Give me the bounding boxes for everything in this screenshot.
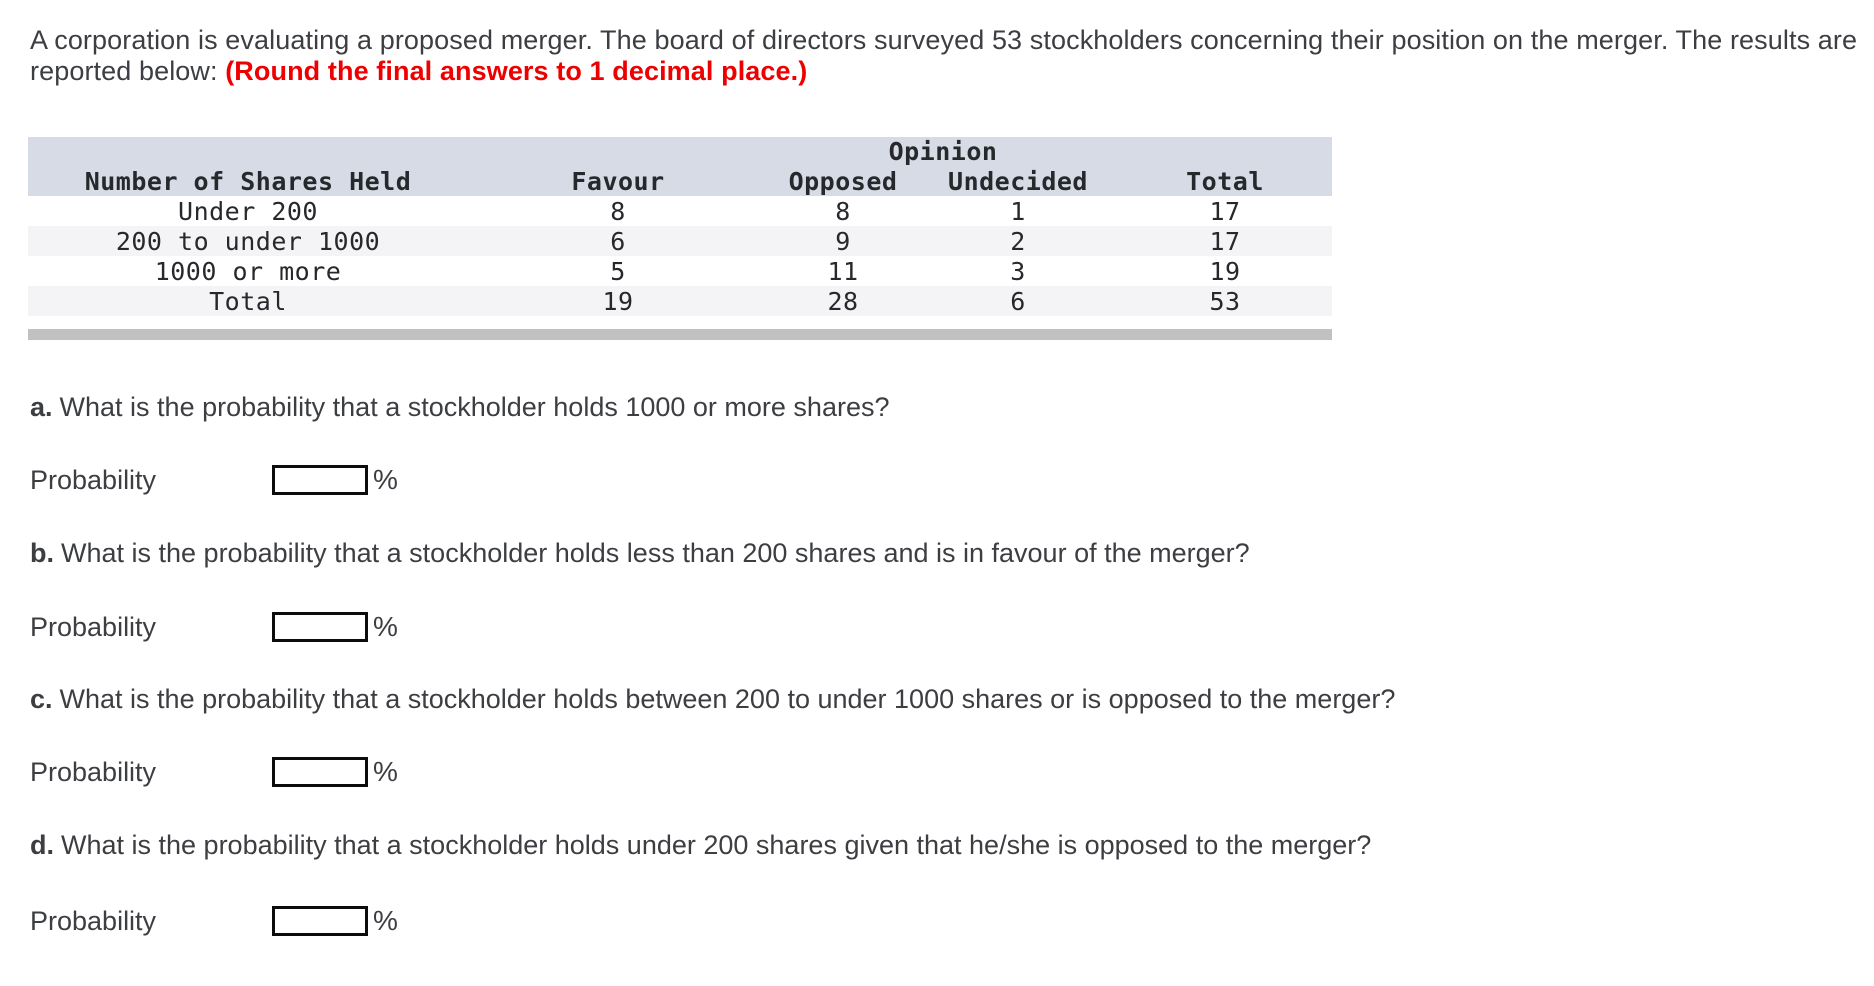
question-text: What is the probability that a stockhold…: [61, 830, 1372, 860]
percent-sign: %: [373, 905, 398, 936]
question-letter: c.: [30, 684, 53, 714]
question-text: What is the probability that a stockhold…: [61, 538, 1250, 568]
horizontal-scrollbar[interactable]: [28, 329, 1332, 340]
table-row-200-to-1000: 200 to under 1000 6 9 2 17: [28, 226, 1333, 256]
cell-undecided: 6: [918, 286, 1119, 316]
cell-undecided: 2: [918, 226, 1119, 256]
col-header-total: Total: [1118, 166, 1333, 196]
percent-sign: %: [373, 611, 398, 642]
cell-total: 17: [1118, 226, 1333, 256]
answer-row-b: Probability %: [30, 611, 398, 643]
table-row-under-200: Under 200 8 8 1 17: [28, 196, 1333, 226]
question-letter: b.: [30, 538, 54, 568]
table-header: Opinion Number of Shares Held Favour Opp…: [28, 137, 1333, 196]
probability-input-c[interactable]: [272, 757, 368, 787]
cell-opposed: 28: [768, 286, 918, 316]
probability-label: Probability: [30, 905, 157, 936]
header-spacer: [28, 137, 768, 166]
col-header-shares: Number of Shares Held: [28, 166, 468, 196]
problem-statement: A corporation is evaluating a proposed m…: [30, 25, 1858, 87]
probability-input-d[interactable]: [272, 906, 368, 936]
cell-opposed: 11: [768, 256, 918, 286]
row-label: 200 to under 1000: [28, 226, 468, 256]
probability-label: Probability: [30, 756, 157, 787]
question-text: What is the probability that a stockhold…: [59, 392, 890, 422]
results-table: Opinion Number of Shares Held Favour Opp…: [28, 137, 1333, 316]
answer-row-a: Probability %: [30, 464, 398, 496]
cell-opposed: 9: [768, 226, 918, 256]
cell-favour: 6: [468, 226, 768, 256]
question-b: b. What is the probability that a stockho…: [30, 538, 1840, 569]
cell-undecided: 1: [918, 196, 1119, 226]
cell-favour: 5: [468, 256, 768, 286]
percent-sign: %: [373, 464, 398, 495]
cell-favour: 8: [468, 196, 768, 226]
percent-sign: %: [373, 756, 398, 787]
col-header-undecided: Undecided: [918, 166, 1119, 196]
table-row-total: Total 19 28 6 53: [28, 286, 1333, 316]
row-label: 1000 or more: [28, 256, 468, 286]
question-a: a. What is the probability that a stockho…: [30, 392, 1840, 423]
cell-opposed: 8: [768, 196, 918, 226]
question-letter: a.: [30, 392, 53, 422]
row-label: Under 200: [28, 196, 468, 226]
question-d: d. What is the probability that a stockho…: [30, 830, 1840, 861]
answer-row-c: Probability %: [30, 756, 398, 788]
col-header-opposed: Opposed: [768, 166, 918, 196]
probability-input-a[interactable]: [272, 465, 368, 495]
answer-row-d: Probability %: [30, 905, 398, 937]
cell-total: 17: [1118, 196, 1333, 226]
question-text: What is the probability that a stockhold…: [59, 684, 1396, 714]
cell-total: 53: [1118, 286, 1333, 316]
opinion-header-row: Opinion: [28, 137, 1333, 166]
row-label: Total: [28, 286, 468, 316]
problem-statement-text: A corporation is evaluating a proposed m…: [30, 25, 1858, 86]
question-letter: d.: [30, 830, 54, 860]
header-spacer: [1118, 137, 1333, 166]
cell-total: 19: [1118, 256, 1333, 286]
rounding-instruction: (Round the final answers to 1 decimal pl…: [225, 56, 808, 86]
question-c: c. What is the probability that a stockho…: [30, 684, 1840, 715]
col-header-favour: Favour: [468, 166, 768, 196]
probability-label: Probability: [30, 464, 157, 495]
cell-undecided: 3: [918, 256, 1119, 286]
probability-label: Probability: [30, 611, 157, 642]
probability-input-b[interactable]: [272, 612, 368, 642]
opinion-header: Opinion: [768, 137, 1119, 166]
column-header-row: Number of Shares Held Favour Opposed Und…: [28, 166, 1333, 196]
table-row-1000-or-more: 1000 or more 5 11 3 19: [28, 256, 1333, 286]
cell-favour: 19: [468, 286, 768, 316]
